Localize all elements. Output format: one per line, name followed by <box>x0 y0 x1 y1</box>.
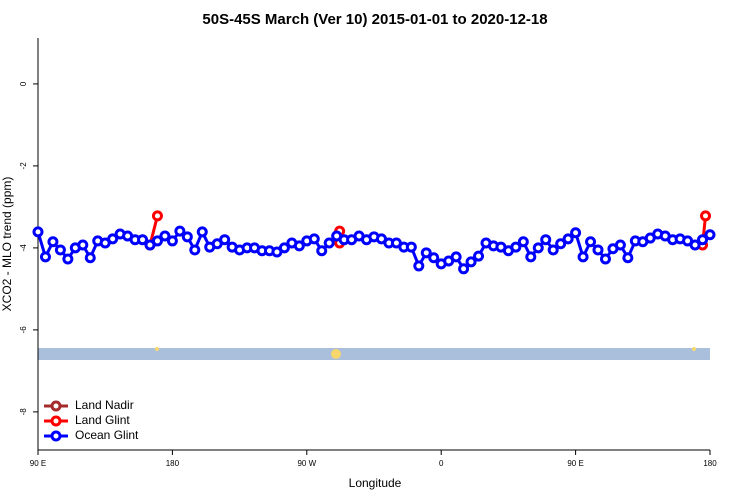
data-point <box>577 251 589 263</box>
data-point <box>450 251 462 263</box>
data-point <box>697 234 709 246</box>
chart-title: 50S-45S March (Ver 10) 2015-01-01 to 202… <box>202 11 547 28</box>
data-point <box>458 263 470 275</box>
legend-label: Ocean Glint <box>75 428 139 442</box>
data-point <box>308 233 320 245</box>
legend-swatch <box>50 400 62 412</box>
data-point <box>151 235 163 247</box>
data-point <box>151 210 163 222</box>
data-point <box>84 252 96 264</box>
coverage-dot <box>155 347 159 351</box>
data-point <box>473 250 485 262</box>
data-point <box>316 245 328 257</box>
legend-swatch <box>50 430 62 442</box>
data-point <box>622 252 634 264</box>
data-point <box>278 242 290 254</box>
data-point <box>614 239 626 251</box>
y-tick-label: 0 <box>19 81 28 86</box>
data-point <box>166 235 178 247</box>
y-axis-label: XCO2 - MLO trend (ppm) <box>0 177 14 312</box>
data-point <box>510 241 522 253</box>
data-point <box>592 244 604 256</box>
data-point <box>32 226 44 238</box>
data-point <box>689 239 701 251</box>
data-point <box>54 244 66 256</box>
data-point <box>77 239 89 251</box>
y-tick-label: -2 <box>19 162 28 170</box>
x-tick-label: 90 E <box>567 459 583 468</box>
y-tick-label: -8 <box>19 408 28 416</box>
data-point <box>420 247 432 259</box>
coverage-band <box>38 348 710 360</box>
data-point <box>704 229 716 241</box>
data-point <box>47 236 59 248</box>
data-point <box>323 237 335 249</box>
data-point <box>405 241 417 253</box>
coverage-dot <box>331 349 341 359</box>
data-point <box>137 234 149 246</box>
data-point <box>540 234 552 246</box>
data-point <box>107 233 119 245</box>
data-point <box>62 253 74 265</box>
x-tick-label: 180 <box>166 459 180 468</box>
data-point <box>189 244 201 256</box>
data-point <box>570 227 582 239</box>
legend-label: Land Glint <box>75 413 130 427</box>
data-point <box>219 234 231 246</box>
data-point <box>159 230 171 242</box>
data-point <box>181 231 193 243</box>
data-point <box>517 236 529 248</box>
data-point <box>39 251 51 263</box>
x-tick-label: 90 W <box>297 459 316 468</box>
data-point <box>413 260 425 272</box>
data-point <box>196 226 208 238</box>
x-tick-label: 0 <box>439 459 444 468</box>
x-tick-label: 180 <box>703 459 717 468</box>
data-point <box>293 240 305 252</box>
x-tick-label: 90 E <box>30 459 46 468</box>
legend-label: Land Nadir <box>75 398 134 412</box>
data-point <box>532 242 544 254</box>
x-axis-label: Longitude <box>349 476 402 490</box>
data-point <box>562 233 574 245</box>
data-point <box>525 251 537 263</box>
data-point <box>428 252 440 264</box>
legend-swatch <box>50 415 62 427</box>
data-point <box>585 236 597 248</box>
y-tick-label: -6 <box>19 326 28 334</box>
data-point <box>547 244 559 256</box>
data-point <box>700 210 712 222</box>
coverage-dot <box>692 347 696 351</box>
data-point <box>555 238 567 250</box>
y-tick-label: -4 <box>19 244 28 252</box>
data-point <box>465 256 477 268</box>
data-point <box>174 225 186 237</box>
data-point <box>599 253 611 265</box>
